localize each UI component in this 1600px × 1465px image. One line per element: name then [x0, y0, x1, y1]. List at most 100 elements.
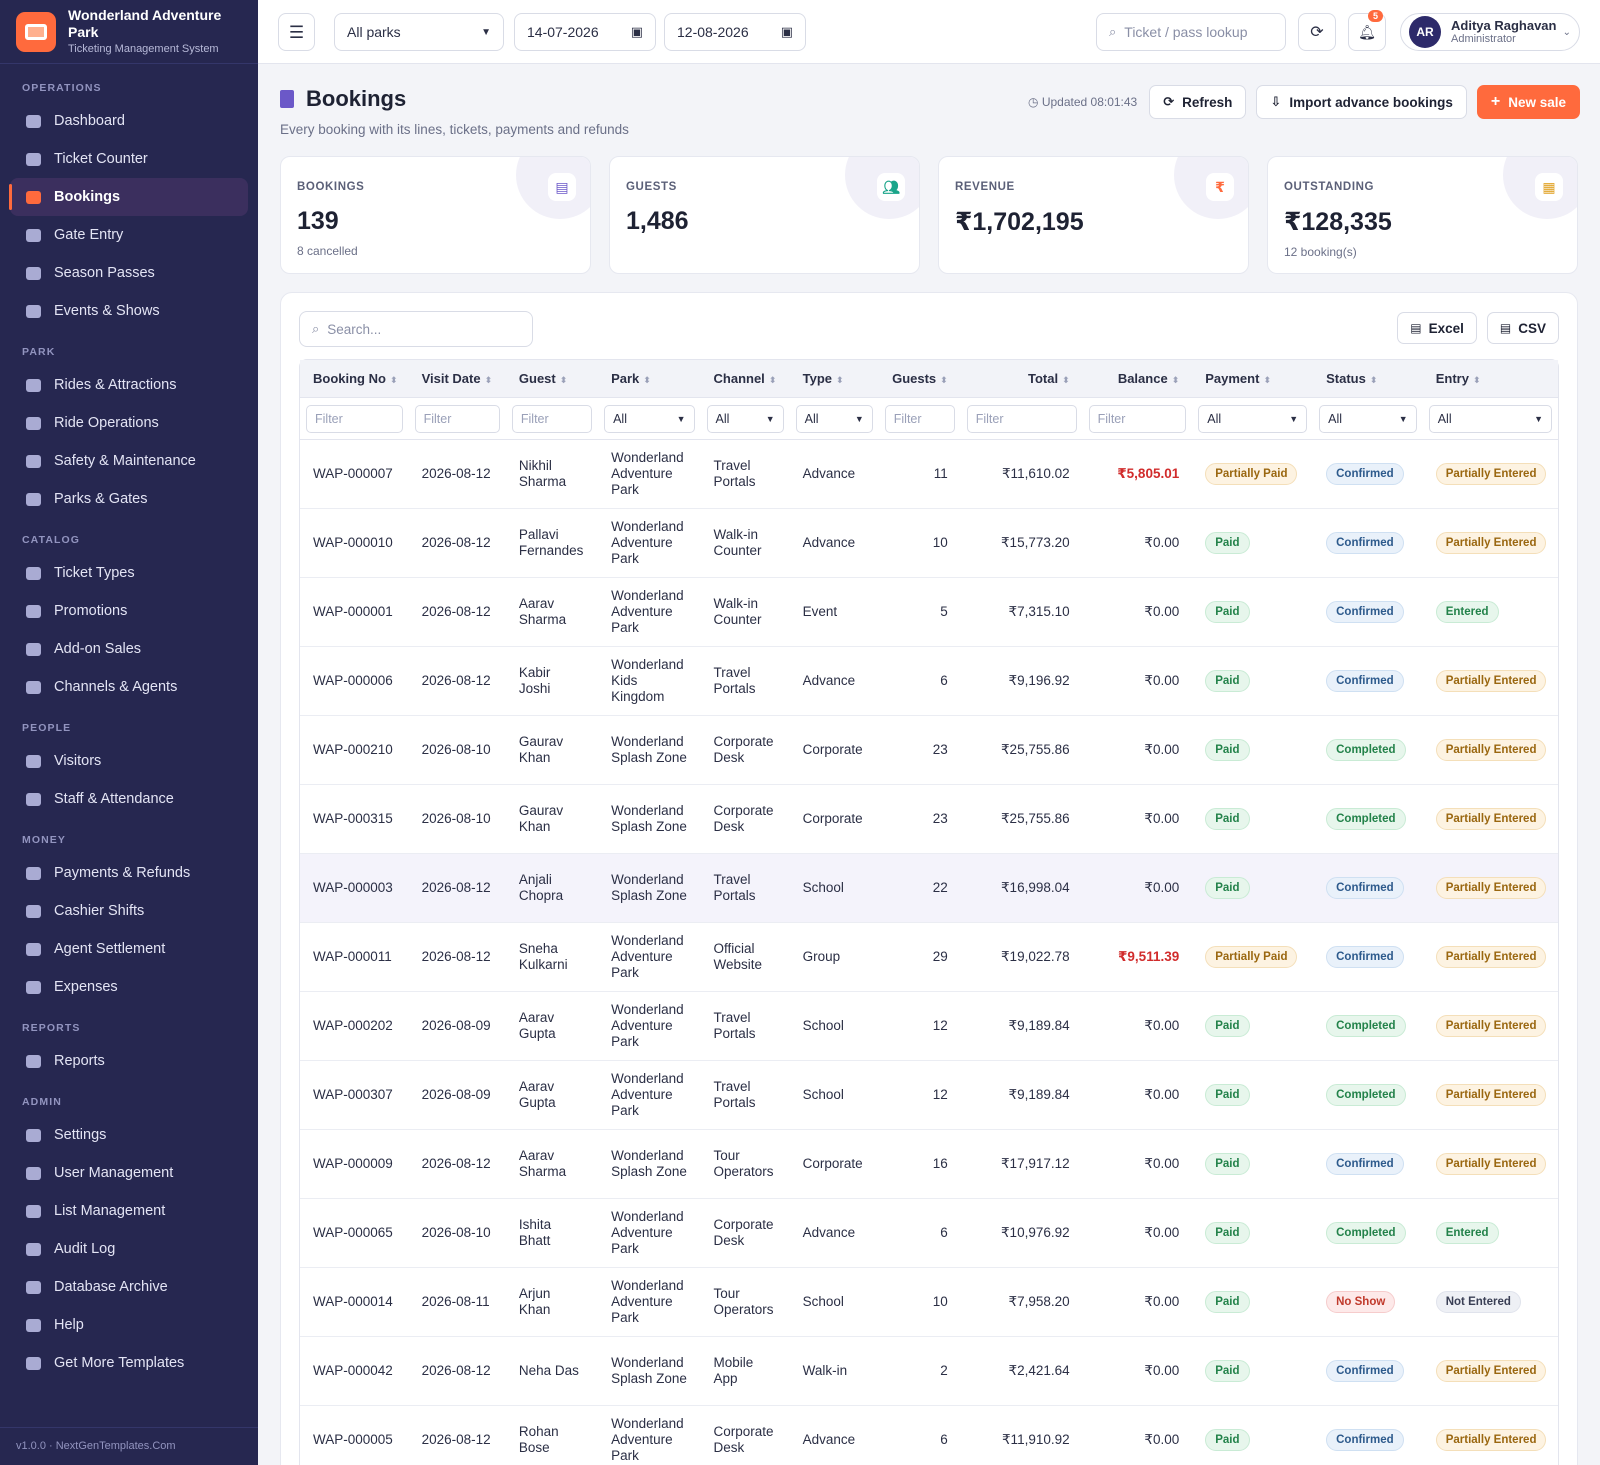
- sidebar-item-bookings[interactable]: Bookings: [9, 178, 248, 216]
- import-button[interactable]: ⇩ Import advance bookings: [1256, 85, 1467, 119]
- sidebar-item-list-management[interactable]: List Management: [10, 1192, 248, 1230]
- date-value: 2026-08-12: [421, 466, 491, 481]
- sort-icon[interactable]: ⬍: [1263, 375, 1271, 385]
- column-filter-input[interactable]: Filter: [884, 404, 955, 433]
- sidebar-item-help[interactable]: Help: [10, 1306, 248, 1344]
- date-from-input[interactable]: 14-07-2026 ▣: [514, 13, 656, 51]
- channel-value: Official Website: [713, 941, 763, 972]
- table-row[interactable]: WAP-000011 2026-08-12 Sneha Kulkarni Wonder…: [300, 923, 1558, 992]
- sidebar-item-channels-agents[interactable]: Channels & Agents: [10, 668, 248, 706]
- column-filter-input[interactable]: Filter: [966, 404, 1077, 433]
- sidebar-item-payments-refunds[interactable]: Payments & Refunds: [10, 854, 248, 892]
- user-menu[interactable]: AR Aditya Raghavan Administrator ⌄: [1400, 13, 1580, 51]
- sort-icon[interactable]: ⬍: [768, 375, 777, 385]
- sidebar-item-ticket-types[interactable]: Ticket Types: [10, 554, 248, 592]
- column-filter-input[interactable]: Filter: [414, 404, 500, 433]
- excel-export-button[interactable]: ▤ Excel: [1397, 312, 1477, 344]
- table-row[interactable]: WAP-000014 2026-08-11 Arjun Khan Wonderland…: [300, 1268, 1558, 1337]
- sidebar-item-expenses[interactable]: Expenses: [10, 968, 248, 1006]
- column-header-status[interactable]: Status ⬍: [1313, 360, 1423, 398]
- menu-toggle-button[interactable]: ☰: [278, 13, 315, 51]
- table-row[interactable]: WAP-000202 2026-08-09 Aarav Gupta Wonderlan…: [300, 992, 1558, 1061]
- table-row[interactable]: WAP-000009 2026-08-12 Aarav Sharma Wonderla…: [300, 1130, 1558, 1199]
- new-sale-button[interactable]: + New sale: [1476, 85, 1580, 119]
- table-row[interactable]: WAP-000210 2026-08-10 Gaurav Khan Wonderlan…: [300, 716, 1558, 785]
- table-row[interactable]: WAP-000006 2026-08-12 Kabir Joshi Wonderlan…: [300, 647, 1558, 716]
- sort-icon[interactable]: ⬍: [389, 375, 398, 385]
- column-filter-select[interactable]: All ▼: [1198, 404, 1308, 433]
- table-row[interactable]: WAP-000315 2026-08-10 Gaurav Khan Wonderlan…: [300, 785, 1558, 854]
- sidebar-item-events-shows[interactable]: Events & Shows: [10, 292, 248, 330]
- sidebar-item-parks-gates[interactable]: Parks & Gates: [10, 480, 248, 518]
- column-filter-input[interactable]: Filter: [1088, 404, 1187, 433]
- table-row[interactable]: WAP-000042 2026-08-12 Neha Das Wonderland S…: [300, 1337, 1558, 1406]
- column-header-guests[interactable]: Guests ⬍: [878, 360, 961, 398]
- column-header-visit-date[interactable]: Visit Date ⬍: [408, 360, 506, 398]
- sidebar-item-audit-log[interactable]: Audit Log: [10, 1230, 248, 1268]
- sort-icon[interactable]: ⬍: [559, 375, 568, 385]
- guest-value: Aarav Gupta: [518, 1010, 556, 1041]
- column-filter-select[interactable]: All ▼: [604, 404, 695, 433]
- sidebar-item-get-more-templates[interactable]: Get More Templates: [10, 1344, 248, 1382]
- sync-button[interactable]: ⟳: [1298, 13, 1336, 51]
- refresh-button[interactable]: ⟳ Refresh: [1149, 85, 1247, 119]
- sidebar-item-user-management[interactable]: User Management: [10, 1154, 248, 1192]
- table-search-input[interactable]: ⌕ Search...: [299, 311, 533, 347]
- sidebar-item-cashier-shifts[interactable]: Cashier Shifts: [10, 892, 248, 930]
- sort-icon[interactable]: ⬍: [836, 375, 844, 385]
- column-header-total[interactable]: Total ⬍: [960, 360, 1083, 398]
- sidebar-item-rides-attractions[interactable]: Rides & Attractions: [10, 366, 248, 404]
- column-filter-input[interactable]: Filter: [306, 404, 403, 433]
- sidebar-item-gate-entry[interactable]: Gate Entry: [10, 216, 248, 254]
- column-header-park[interactable]: Park ⬍: [598, 360, 701, 398]
- csv-export-button[interactable]: ▤ CSV: [1486, 312, 1559, 344]
- sidebar-item-settings[interactable]: Settings: [10, 1116, 248, 1154]
- column-header-type[interactable]: Type ⬍: [789, 360, 879, 398]
- date-to-input[interactable]: 12-08-2026 ▣: [664, 13, 806, 51]
- table-row[interactable]: WAP-000003 2026-08-12 Anjali Chopra Wonderl…: [300, 854, 1558, 923]
- sidebar-item-visitors[interactable]: Visitors: [10, 742, 248, 780]
- column-filter-select[interactable]: All ▼: [795, 404, 873, 433]
- column-header-balance[interactable]: Balance ⬍: [1082, 360, 1193, 398]
- sort-icon[interactable]: ⬍: [1369, 375, 1378, 385]
- sort-icon[interactable]: ⬍: [1062, 375, 1070, 385]
- ticket-lookup-input[interactable]: ⌕ Ticket / pass lookup: [1096, 13, 1286, 51]
- column-filter-select[interactable]: All ▼: [1319, 404, 1417, 433]
- table-row[interactable]: WAP-000005 2026-08-12 Rohan Bose Wonderland…: [300, 1406, 1558, 1465]
- masks-icon: [24, 302, 42, 320]
- table-row[interactable]: WAP-000007 2026-08-12 Nikhil Sharma Wonderl…: [300, 440, 1558, 509]
- sort-icon[interactable]: ⬍: [643, 375, 651, 385]
- column-header-entry[interactable]: Entry ⬍: [1422, 360, 1558, 398]
- sidebar-item-agent-settlement[interactable]: Agent Settlement: [10, 930, 248, 968]
- table-row[interactable]: WAP-000065 2026-08-10 Ishita Bhatt Wonderla…: [300, 1199, 1558, 1268]
- column-filter-select[interactable]: All ▼: [1428, 404, 1552, 433]
- sort-icon[interactable]: ⬍: [1171, 375, 1180, 385]
- park-select[interactable]: All parks ▼: [334, 13, 504, 51]
- sidebar-item-dashboard[interactable]: Dashboard: [10, 102, 248, 140]
- table-row[interactable]: WAP-000010 2026-08-12 Pallavi Fernandes Won…: [300, 509, 1558, 578]
- sort-icon[interactable]: ⬍: [1472, 375, 1481, 385]
- sidebar-item-promotions[interactable]: Promotions: [10, 592, 248, 630]
- column-header-payment[interactable]: Payment ⬍: [1192, 360, 1314, 398]
- sidebar-item-safety-maintenance[interactable]: Safety & Maintenance: [10, 442, 248, 480]
- sidebar-item-label: Reports: [54, 1053, 105, 1069]
- column-header-channel[interactable]: Channel ⬍: [700, 360, 790, 398]
- status-badge: Completed: [1326, 808, 1406, 830]
- sidebar-item-season-passes[interactable]: Season Passes: [10, 254, 248, 292]
- notifications-button[interactable]: 🔔︎ 5: [1348, 10, 1386, 51]
- column-filter-select[interactable]: All ▼: [706, 404, 784, 433]
- sidebar-item-staff-attendance[interactable]: Staff & Attendance: [10, 780, 248, 818]
- sidebar-item-database-archive[interactable]: Database Archive: [10, 1268, 248, 1306]
- sidebar-item-ride-operations[interactable]: Ride Operations: [10, 404, 248, 442]
- column-header-guest[interactable]: Guest ⬍: [505, 360, 599, 398]
- table-row[interactable]: WAP-000001 2026-08-12 Aarav Sharma Wonderla…: [300, 578, 1558, 647]
- table-row[interactable]: WAP-000307 2026-08-09 Aarav Gupta Wonderlan…: [300, 1061, 1558, 1130]
- sidebar-item-ticket-counter[interactable]: Ticket Counter: [10, 140, 248, 178]
- column-header-booking-no[interactable]: Booking No ⬍: [300, 360, 409, 398]
- sidebar-item-add-on-sales[interactable]: Add-on Sales: [10, 630, 248, 668]
- sort-icon[interactable]: ⬍: [940, 375, 948, 385]
- column-filter-input[interactable]: Filter: [511, 404, 593, 433]
- brand[interactable]: Wonderland Adventure Park Ticketing Mana…: [0, 0, 258, 64]
- sort-icon[interactable]: ⬍: [484, 375, 493, 385]
- sidebar-item-reports[interactable]: Reports: [10, 1042, 248, 1080]
